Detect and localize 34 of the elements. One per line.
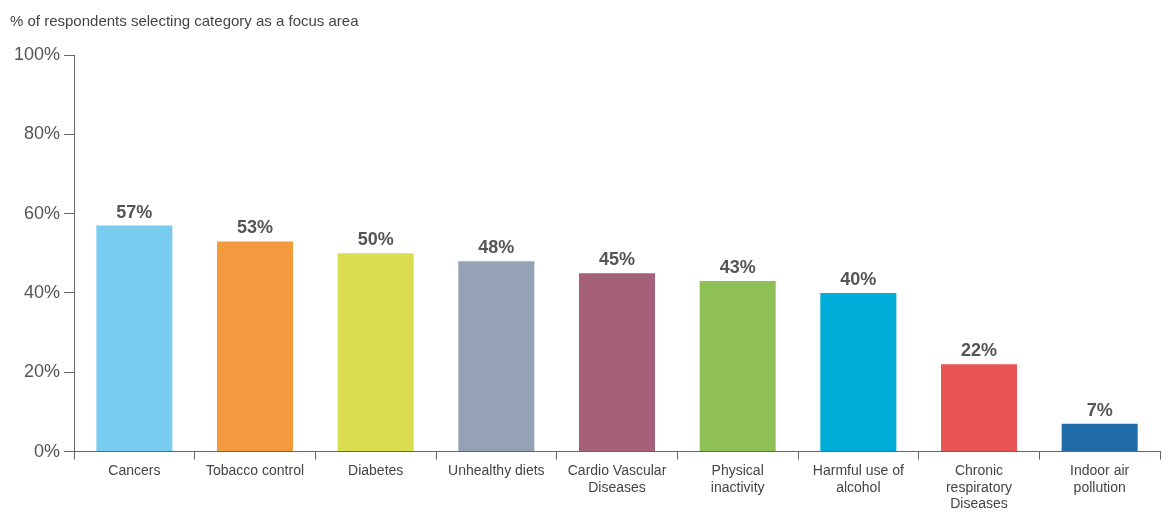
- bar: [941, 364, 1018, 452]
- y-tick-label: 100%: [13, 43, 61, 64]
- y-tick-label: 0%: [34, 440, 61, 461]
- data-label: 57%: [116, 201, 153, 222]
- bar: [579, 273, 656, 452]
- x-tick-label: Unhealthy diets: [448, 461, 545, 478]
- bar: [337, 253, 414, 452]
- x-tick-label: Cardio Vascular Diseases: [567, 461, 667, 495]
- x-tick-label: Physical inactivity: [710, 461, 765, 495]
- bar: [96, 225, 173, 452]
- y-tick-label: 20%: [24, 361, 61, 382]
- y-axis-title: % of respondents selecting category as a focus area: [10, 12, 359, 29]
- data-label: 53%: [237, 217, 274, 238]
- data-label: 45%: [599, 249, 636, 270]
- x-tick-label: Diabetes: [348, 461, 404, 478]
- bar: [217, 241, 294, 452]
- data-label: 43%: [719, 257, 756, 278]
- bar: [820, 292, 897, 452]
- data-label: 7%: [1086, 399, 1113, 420]
- data-label: 40%: [840, 268, 877, 289]
- y-tick-label: 40%: [24, 281, 61, 302]
- data-label: 22%: [960, 340, 998, 361]
- x-tick-label: Tobacco control: [206, 461, 305, 478]
- data-label: 50%: [357, 229, 394, 250]
- bar: [458, 261, 535, 452]
- bar: [1061, 423, 1138, 452]
- y-tick-label: 80%: [24, 123, 61, 144]
- y-tick-label: 60%: [24, 202, 61, 223]
- data-label: 48%: [478, 237, 515, 258]
- x-tick-label: Indoor air pollution: [1070, 461, 1130, 495]
- x-tick-label: Chronic respiratory Diseases: [945, 461, 1013, 512]
- bar: [699, 281, 776, 452]
- x-tick-label: Harmful use of alcohol: [812, 461, 904, 495]
- x-tick-label: Cancers: [108, 461, 161, 478]
